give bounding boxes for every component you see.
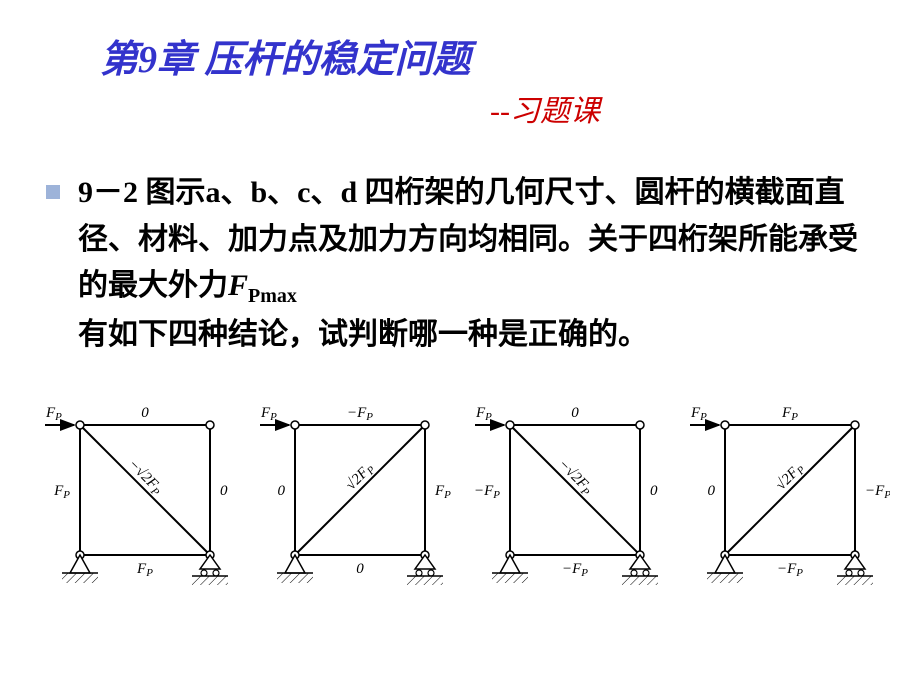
svg-text:FP: FP — [475, 405, 492, 423]
svg-text:−FP: −FP — [777, 561, 803, 579]
svg-text:−FP: −FP — [865, 483, 890, 501]
svg-text:FP: FP — [53, 483, 70, 501]
problem-statement: 9－2 图示a、b、c、d 四桁架的几何尺寸、圆杆的横截面直径、材料、加力点及加… — [78, 170, 878, 359]
subtitle: --习题课 — [490, 86, 600, 130]
svg-text:FP: FP — [781, 405, 798, 423]
svg-text:0: 0 — [356, 561, 364, 577]
force-subscript: Pmax — [248, 285, 297, 307]
svg-text:−FP: −FP — [474, 483, 500, 501]
svg-text:FP: FP — [136, 561, 153, 579]
svg-text:−√2FP: −√2FP — [553, 456, 595, 498]
truss-diagrams: FP0FPFP0−√2FPFP−FP00FP√2FPFP0−FP−FP0−√2F… — [30, 395, 890, 615]
problem-number: 9－2 — [78, 176, 138, 209]
svg-text:0: 0 — [141, 405, 149, 421]
svg-text:FP: FP — [434, 483, 451, 501]
svg-text:0: 0 — [708, 483, 716, 499]
svg-text:0: 0 — [571, 405, 579, 421]
svg-text:−FP: −FP — [347, 405, 373, 423]
svg-text:FP: FP — [260, 405, 277, 423]
svg-text:FP: FP — [45, 405, 62, 423]
svg-text:0: 0 — [650, 483, 658, 499]
problem-text-1: 图示a、b、c、d 四桁架的几何尺寸、圆杆的横截面直径、材料、加力点及加力方向均… — [78, 176, 858, 302]
truss-svg: FP0FPFP0−√2FPFP−FP00FP√2FPFP0−FP−FP0−√2F… — [30, 395, 890, 615]
force-symbol: F — [228, 269, 248, 302]
svg-text:0: 0 — [220, 483, 228, 499]
bullet-icon — [46, 185, 60, 199]
chapter-title: 第9章 压杆的稳定问题 — [100, 28, 471, 83]
svg-text:−FP: −FP — [562, 561, 588, 579]
svg-text:−√2FP: −√2FP — [123, 456, 165, 498]
svg-text:0: 0 — [278, 483, 286, 499]
slide: { "colors": { "title": "#3333cc", "subti… — [0, 0, 920, 690]
svg-text:FP: FP — [690, 405, 707, 423]
problem-text-2: 有如下四种结论，试判断哪一种是正确的。 — [78, 318, 648, 351]
